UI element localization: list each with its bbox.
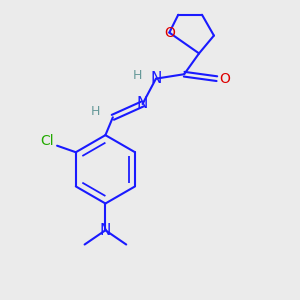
Text: O: O <box>164 26 175 40</box>
Text: Cl: Cl <box>40 134 54 148</box>
Text: H: H <box>91 106 100 118</box>
Text: N: N <box>137 96 148 111</box>
Text: N: N <box>100 223 111 238</box>
Text: H: H <box>133 69 142 82</box>
Text: O: O <box>219 72 230 86</box>
Text: N: N <box>150 71 162 86</box>
